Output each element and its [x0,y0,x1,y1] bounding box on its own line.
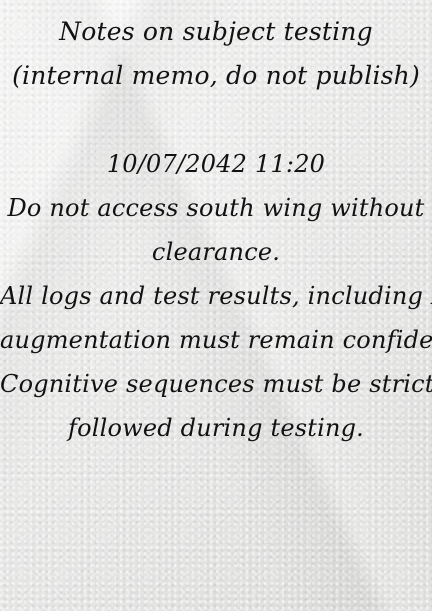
memo-text: Notes on subject testing (internal memo,… [0,10,432,450]
memo-line-2: clearance. [151,238,281,266]
memo-title-line-1: Notes on subject testing [59,17,373,46]
memo-title-line-2: (internal memo, do not publish) [12,61,420,90]
memo-line-1: Do not access south wing without [7,194,425,222]
memo-datetime: 10/07/2042 11:20 [106,150,326,178]
memo-line-6: followed during testing. [67,414,365,442]
memo-spacer [0,98,432,142]
memo-line-5: Cognitive sequences must be strictly [0,370,432,398]
memo-line-4: augmentation must remain confidential. [0,326,432,354]
memo-line-3: All logs and test results, including DNA [0,282,432,310]
